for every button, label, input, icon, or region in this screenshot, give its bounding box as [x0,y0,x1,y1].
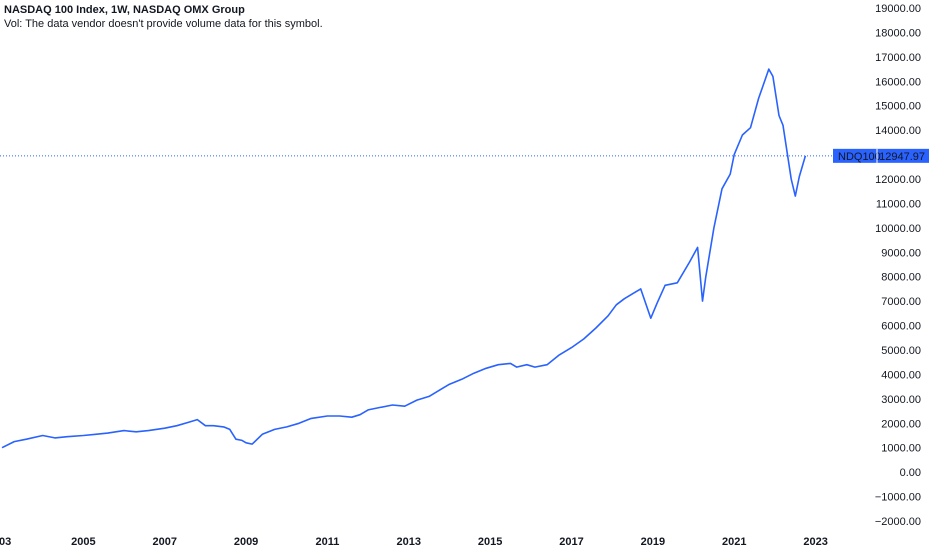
y-tick-label: 7000.00 [881,296,921,308]
x-tick-label: 2005 [71,536,95,548]
y-tick-label: 5000.00 [881,345,921,357]
y-tick-label: 1000.00 [881,443,921,455]
last-price-badge: NDQ100 12947.97 [833,148,929,163]
x-tick-label: 2017 [559,536,583,548]
y-tick-label: −2000.00 [875,516,921,528]
x-axis: 03 2005 2007 2009 2011 2013 2015 2017 2019 2021 20… [0,536,828,548]
y-tick-label: 0.00 [900,467,921,479]
series-line-ndq100 [1,68,807,449]
y-tick-label: 3000.00 [881,394,921,406]
symbol-title: NASDAQ 100 Index, 1W, NASDAQ OMX Group [4,4,245,16]
y-axis: 19000.00 18000.00 17000.00 16000.00 15000.00… [875,3,921,528]
y-tick-label: 10000.00 [875,223,921,235]
y-tick-label: 12000.00 [875,174,921,186]
x-tick-label: 2007 [152,536,176,548]
y-tick-label: 14000.00 [875,125,921,137]
y-tick-label: 15000.00 [875,101,921,113]
x-tick-label: 2015 [478,536,502,548]
y-tick-label: 19000.00 [875,3,921,15]
x-tick-label: 2009 [234,536,258,548]
chart-header: NASDAQ 100 Index, 1W, NASDAQ OMX Group V… [4,3,323,31]
x-tick-label: 03 [0,536,11,548]
y-tick-label: 9000.00 [881,247,921,259]
volume-note: Vol: The data vendor doesn't provide vol… [4,18,323,30]
x-tick-label: 2023 [803,536,827,548]
y-tick-label: 16000.00 [875,76,921,88]
last-price-symbol: NDQ100 [838,151,881,163]
y-tick-label: 8000.00 [881,272,921,284]
y-tick-label: 6000.00 [881,321,921,333]
last-price-badge-bg [833,148,929,163]
x-tick-label: 2013 [397,536,421,548]
x-tick-label: 2019 [641,536,665,548]
x-tick-label: 2011 [315,536,339,548]
y-tick-label: 17000.00 [875,52,921,64]
y-tick-label: −1000.00 [875,492,921,504]
x-tick-label: 2021 [722,536,746,548]
y-tick-label: 11000.00 [876,198,921,210]
y-tick-label: 4000.00 [881,369,921,381]
last-price-value: 12947.97 [879,151,925,163]
y-tick-label: 2000.00 [881,418,921,430]
y-tick-label: 18000.00 [875,27,921,39]
